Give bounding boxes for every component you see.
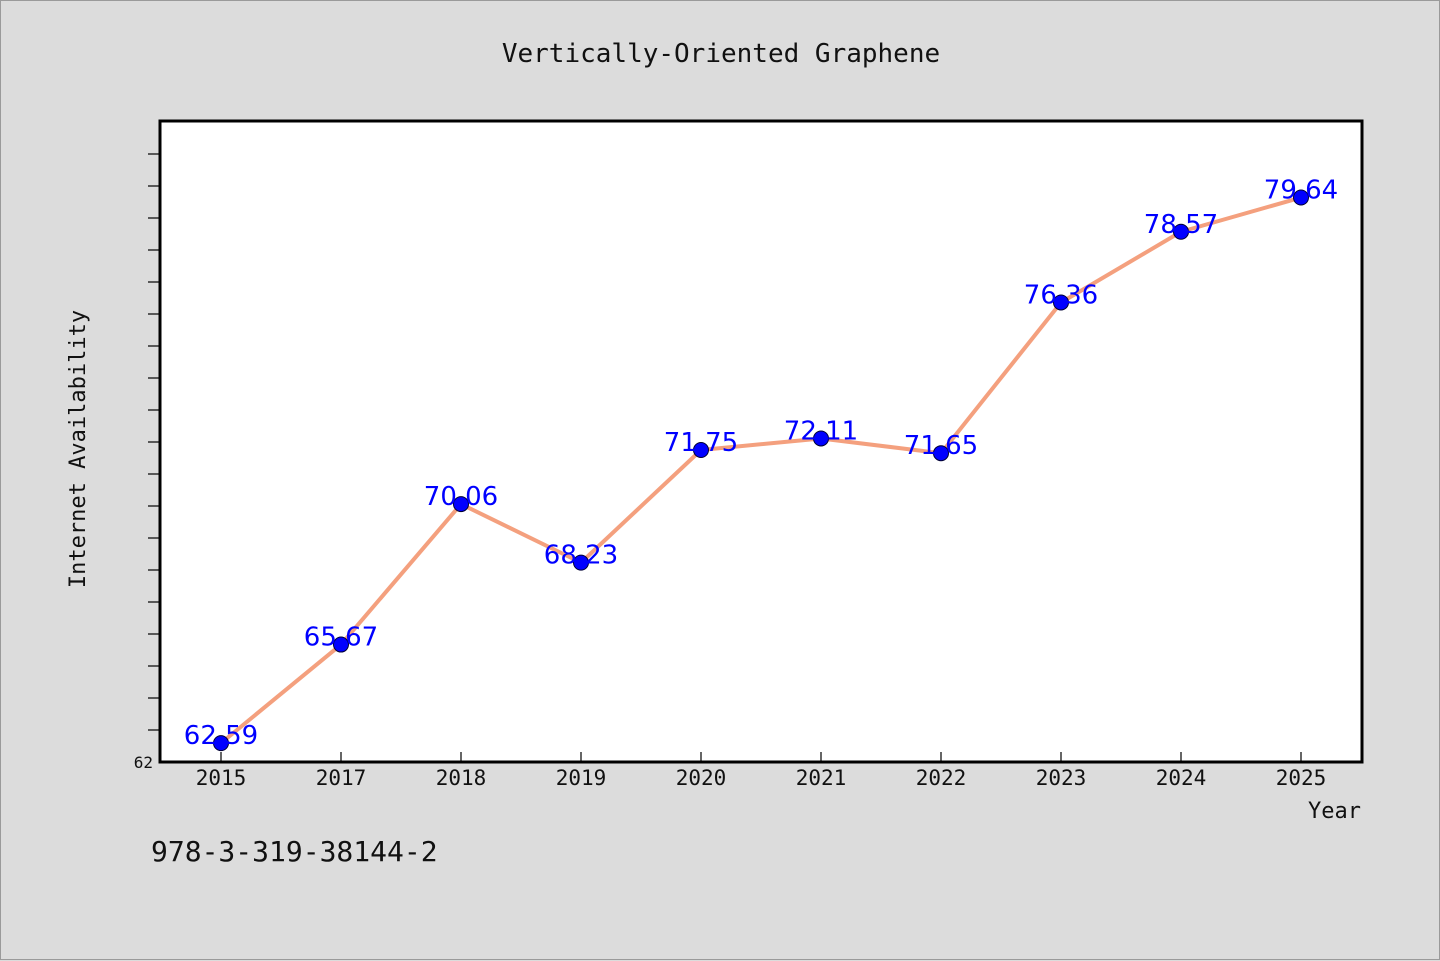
data-point [573, 554, 589, 571]
x-tick-label: 2018 [436, 766, 487, 790]
data-labels: 62.59 65.67 70.06 68.23 71.75 72.11 71.65 76.36… [184, 176, 1338, 752]
series-line-segment [339, 502, 463, 647]
x-tick-label: 2022 [916, 766, 967, 790]
data-point [453, 496, 469, 513]
series-line-segment [219, 642, 343, 746]
data-label: 65.67 [304, 623, 378, 653]
data-point [813, 430, 829, 447]
x-axis-ticks: 2015 2017 2018 2019 2020 2021 2022 2023 2024 2025 [196, 752, 1327, 790]
series-line-segment [459, 502, 583, 565]
data-point [213, 735, 229, 752]
data-label: 70.06 [424, 482, 498, 512]
data-label: 71.65 [904, 431, 978, 461]
series-line-segment [699, 436, 823, 452]
y-axis-ticks [148, 153, 160, 731]
x-tick-label: 2023 [1036, 766, 1087, 790]
x-tick-label: 2020 [676, 766, 727, 790]
data-point [1293, 189, 1309, 206]
data-label: 72.11 [784, 416, 858, 446]
x-tick-label: 2021 [796, 766, 847, 790]
x-tick-label: 2024 [1156, 766, 1207, 790]
series-line-segment [1059, 229, 1183, 305]
x-tick-label: 2015 [196, 766, 247, 790]
data-label: 79.64 [1264, 176, 1338, 206]
data-point [1173, 223, 1189, 240]
chart-title: Vertically-Oriented Graphene [502, 39, 940, 69]
y-axis-label: Internet Availability [66, 310, 91, 588]
footnote-isbn: 978-3-319-38144-2 [151, 835, 438, 868]
x-tick-label: 2025 [1276, 766, 1327, 790]
x-axis-label: Year [1308, 799, 1361, 824]
series-line-group [219, 195, 1303, 746]
series-line-segment [819, 436, 943, 456]
data-label: 68.23 [544, 541, 618, 571]
data-point [333, 636, 349, 653]
x-tick-label: 2017 [316, 766, 367, 790]
data-point [933, 445, 949, 462]
data-label: 71.75 [664, 428, 738, 458]
data-markers [213, 189, 1309, 752]
series-line-segment [939, 300, 1063, 456]
y-tick-label: 62 [134, 753, 153, 772]
plot-area [158, 119, 1364, 764]
data-label: 62.59 [184, 721, 258, 751]
data-label: 76.36 [1024, 280, 1098, 310]
series-line-segment [579, 448, 703, 565]
data-label: 78.57 [1144, 210, 1218, 240]
series-line-segment [1179, 195, 1303, 234]
data-point [693, 442, 709, 458]
x-tick-label: 2019 [556, 766, 607, 790]
data-point [1053, 294, 1069, 311]
